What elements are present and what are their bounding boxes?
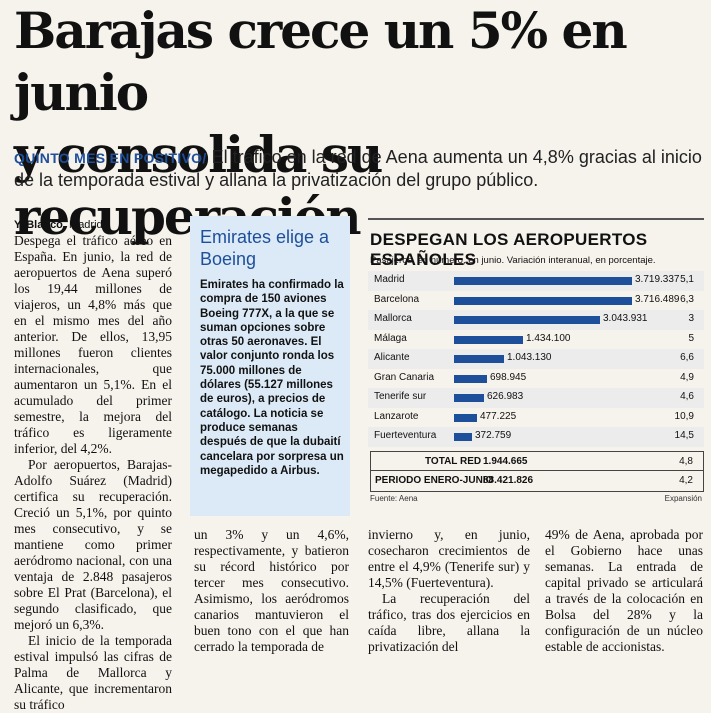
bar-pct-label: 4,6 bbox=[680, 391, 694, 402]
paragraph: El inicio de la temporada estival impuls… bbox=[14, 633, 172, 712]
total-label: PERIODO ENERO-JUNIO bbox=[375, 475, 494, 486]
bar-pct-label: 3 bbox=[688, 313, 694, 324]
bar-pct-label: 6,3 bbox=[680, 293, 694, 305]
sidebar-title: Emirates elige a Boeing bbox=[200, 227, 330, 269]
bar-category-label: Barcelona bbox=[374, 293, 420, 305]
bar bbox=[454, 433, 472, 441]
chart-row-fuerteventura: Fuerteventura 372.759 14,5 bbox=[368, 427, 704, 447]
deck-text: El tráfico en la red de Aena aumenta un … bbox=[14, 147, 702, 190]
article-column-4: 49% de Aena, aprobada por el Gobierno ha… bbox=[545, 527, 703, 655]
paragraph: un 3% y un 4,6%, respectivamente, y bati… bbox=[194, 527, 349, 654]
bar-category-label: Lanzarote bbox=[374, 410, 419, 422]
bar-category-label: Gran Canaria bbox=[374, 371, 435, 383]
chart-title: DESPEGAN LOS AEROPUERTOS ESPAÑOLES bbox=[370, 230, 648, 269]
total-pct: 4,8 bbox=[679, 456, 693, 467]
chart-rows: Madrid 3.719.337 5,1 Barcelona 3.716.489 6,3 M… bbox=[368, 271, 704, 447]
deck: QUINTO MES EN POSITIVO/ El tráfico en la… bbox=[14, 146, 704, 191]
bar bbox=[454, 335, 523, 344]
chart-row-madrid: Madrid 3.719.337 5,1 bbox=[368, 271, 704, 291]
byline-author: Y. Blanco. bbox=[14, 219, 66, 231]
chart-top-rule bbox=[368, 218, 704, 220]
bar bbox=[454, 374, 487, 383]
bar-pct-label: 14,5 bbox=[674, 430, 694, 441]
bar-category-label: Alicante bbox=[374, 352, 410, 363]
chart-row-mallorca: Mallorca 3.043.931 3 bbox=[368, 310, 704, 330]
headline: Barajas crece un 5% en junio y consolida… bbox=[14, 0, 704, 248]
chart-row-malaga: Málaga 1.434.100 5 bbox=[368, 330, 704, 350]
article-column-2: un 3% y un 4,6%, respectivamente, y bati… bbox=[194, 527, 349, 655]
paragraph: 49% de Aena, aprobada por el Gobierno ha… bbox=[545, 527, 703, 654]
article-column-3: invierno y, en junio, cosecharon crecimi… bbox=[368, 527, 530, 655]
bar-category-label: Tenerife sur bbox=[374, 391, 427, 402]
bar bbox=[454, 277, 632, 285]
bar bbox=[454, 316, 600, 324]
paragraph: La recuperación del tráfico, tras dos ej… bbox=[368, 591, 530, 654]
paragraph: Por aeropuertos, Barajas-Adolfo Suárez (… bbox=[14, 457, 172, 632]
bar bbox=[454, 413, 477, 422]
bar-value-label: 3.716.489 bbox=[635, 293, 680, 305]
total-pct: 4,2 bbox=[679, 475, 693, 486]
total-value: 88.421.826 bbox=[483, 475, 534, 486]
chart-brand: Expansión bbox=[664, 494, 702, 503]
bar-value-label: 477.225 bbox=[480, 410, 517, 422]
chart-row-barcelona: Barcelona 3.716.489 6,3 bbox=[368, 291, 704, 311]
headline-line-1: Barajas crece un 5% en junio bbox=[14, 1, 628, 122]
paragraph: Despega el tráfico aéreo en España. En j… bbox=[14, 233, 172, 456]
bar-value-label: 626.983 bbox=[487, 391, 524, 402]
bar-value-label: 3.043.931 bbox=[603, 313, 648, 324]
bar-category-label: Madrid bbox=[374, 274, 405, 285]
chart-subtitle: Pasajeros, en número, en junio. Variació… bbox=[370, 255, 656, 266]
deck-kicker: QUINTO MES EN POSITIVO/ bbox=[14, 150, 207, 166]
bar bbox=[454, 355, 504, 363]
chart-total-row: TOTAL RED 1.944.665 4,8 bbox=[370, 451, 704, 473]
bar bbox=[454, 296, 632, 305]
paragraph: invierno y, en junio, cosecharon crecimi… bbox=[368, 527, 530, 590]
bar-value-label: 3.719.337 bbox=[635, 274, 680, 285]
byline: Y. Blanco. Madrid bbox=[14, 219, 103, 231]
bar-value-label: 372.759 bbox=[475, 430, 512, 441]
chart-row-lanzarote: Lanzarote 477.225 10,9 bbox=[368, 408, 704, 428]
article-column-1: Despega el tráfico aéreo en España. En j… bbox=[14, 233, 172, 713]
bar-pct-label: 4,9 bbox=[680, 371, 694, 383]
byline-location: Madrid bbox=[69, 219, 103, 231]
bar-pct-label: 6,6 bbox=[680, 352, 694, 363]
bar bbox=[454, 394, 484, 402]
chart-graphic: DESPEGAN LOS AEROPUERTOS ESPAÑOLES Pasaj… bbox=[368, 218, 704, 508]
chart-row-gran-canaria: Gran Canaria 698.945 4,9 bbox=[368, 369, 704, 389]
sidebar-box: Emirates elige a Boeing Emirates ha conf… bbox=[190, 216, 350, 516]
bar-value-label: 1.043.130 bbox=[507, 352, 552, 363]
bar-category-label: Mallorca bbox=[374, 313, 412, 324]
bar-pct-label: 10,9 bbox=[674, 410, 694, 422]
sidebar-text: Emirates ha confirmado la compra de 150 … bbox=[200, 279, 344, 477]
bar-category-label: Málaga bbox=[374, 332, 407, 344]
chart-total-row: PERIODO ENERO-JUNIO 88.421.826 4,2 bbox=[370, 470, 704, 492]
total-value: 1.944.665 bbox=[483, 456, 528, 467]
bar-category-label: Fuerteventura bbox=[374, 430, 437, 441]
chart-source: Fuente: Aena bbox=[370, 494, 418, 503]
bar-pct-label: 5,1 bbox=[680, 274, 694, 285]
bar-pct-label: 5 bbox=[688, 332, 694, 344]
total-label: TOTAL RED bbox=[425, 456, 482, 467]
chart-row-tenerife-sur: Tenerife sur 626.983 4,6 bbox=[368, 388, 704, 408]
bar-value-label: 1.434.100 bbox=[526, 332, 571, 344]
chart-row-alicante: Alicante 1.043.130 6,6 bbox=[368, 349, 704, 369]
bar-value-label: 698.945 bbox=[490, 371, 527, 383]
